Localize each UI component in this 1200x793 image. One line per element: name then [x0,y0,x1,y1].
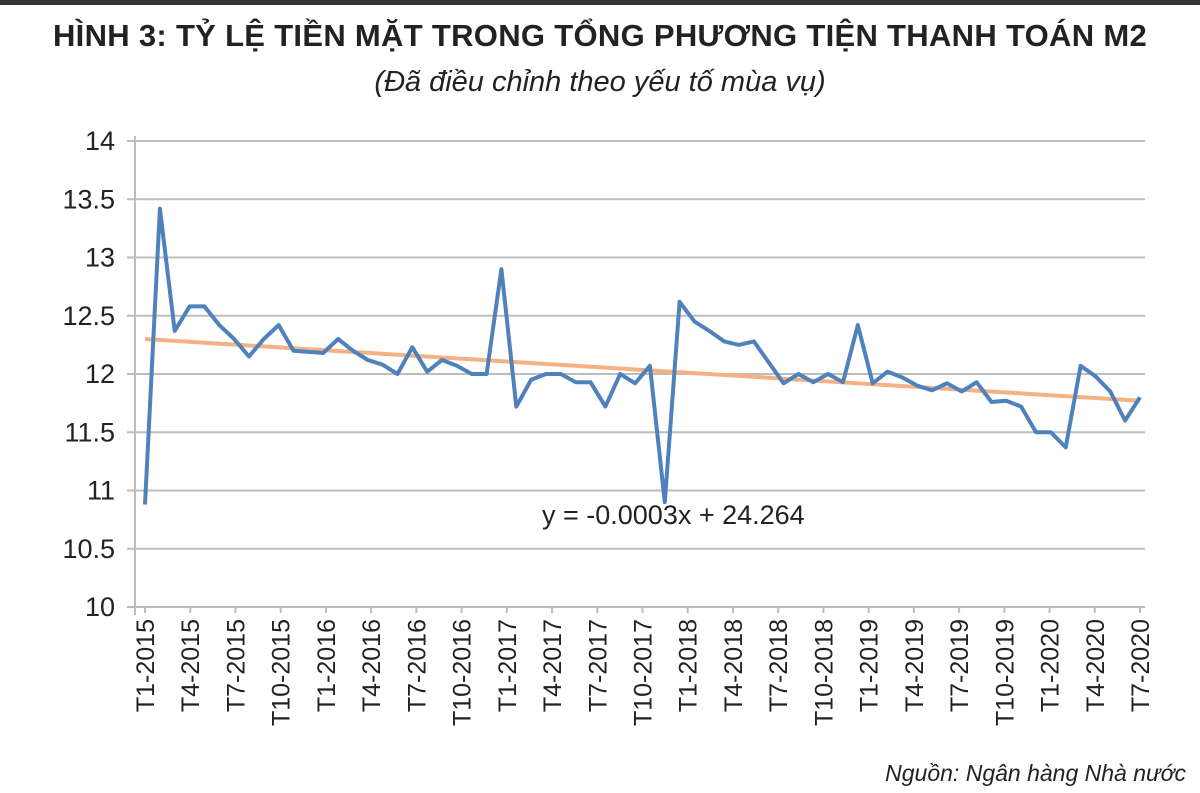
chart-subtitle: (Đã điều chỉnh theo yếu tố mùa vụ) [374,66,826,98]
x-tick-label: T7-2017 [584,619,612,712]
y-tick-label: 11.5 [64,417,115,447]
x-tick-label: T7-2019 [946,619,974,712]
source-note: Nguồn: Ngân hàng Nhà nước [885,760,1186,786]
trendline-equation: y = -0.0003x + 24.264 [542,500,805,530]
x-tick-label: T1-2015 [132,619,160,712]
chart-title: HÌNH 3: TỶ LỆ TIỀN MẶT TRONG TỔNG PHƯƠNG… [52,18,1147,53]
y-tick-label: 11 [87,476,115,506]
x-tick-label: T7-2020 [1127,619,1155,712]
x-tick-label: T10-2017 [630,619,658,726]
y-tick-label: 14 [85,126,115,156]
y-tick-label: 10.5 [62,534,115,564]
x-tick-label: T1-2020 [1037,619,1065,712]
y-tick-label: 10 [85,592,115,622]
x-tick-label: T1-2019 [856,619,884,712]
x-tick-label: T7-2016 [403,619,431,712]
trendline [144,337,1141,403]
x-tick-label: T10-2018 [810,619,838,726]
data-series-line [143,206,1142,505]
x-tick-label: T1-2018 [675,619,703,712]
y-tick-label: 13 [85,243,115,273]
x-tick-label: T4-2015 [177,619,205,712]
y-tick-label: 12 [85,359,115,389]
top-rule [0,0,1200,5]
x-tick-label: T10-2019 [991,619,1019,726]
x-tick-label: T7-2015 [222,619,250,712]
x-tick-label: T4-2018 [720,619,748,712]
x-tick-label: T10-2016 [449,619,477,726]
x-tick-label: T4-2019 [901,619,929,712]
x-tick-label: T4-2016 [358,619,386,712]
x-tick-label: T7-2018 [765,619,793,712]
x-tick-label: T1-2016 [313,619,341,712]
y-tick-label: 12.5 [62,301,115,331]
x-tick-label: T1-2017 [494,619,522,712]
x-tick-label: T10-2015 [268,619,296,726]
y-tick-label: 13.5 [62,184,115,214]
x-tick-label: T4-2020 [1082,619,1110,712]
x-tick-label: T4-2017 [539,619,567,712]
